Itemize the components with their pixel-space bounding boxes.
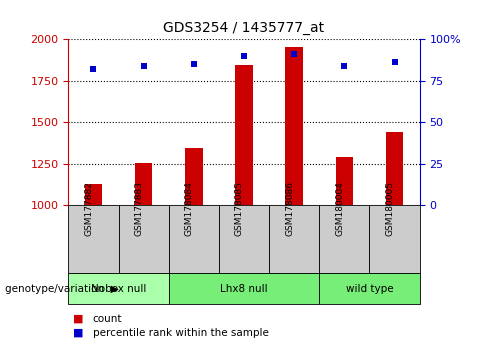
Text: ■: ■: [73, 314, 84, 324]
Bar: [169, 205, 219, 273]
Text: GSM177883: GSM177883: [135, 181, 143, 236]
Point: [240, 53, 248, 58]
Point: [290, 51, 298, 57]
Text: GSM180004: GSM180004: [335, 181, 345, 236]
Point: [190, 61, 198, 67]
Point: [341, 63, 348, 68]
Bar: [386, 132, 404, 205]
Bar: [319, 205, 369, 273]
Text: GSM178084: GSM178084: [185, 181, 194, 236]
Bar: [135, 163, 152, 205]
Text: genotype/variation  ▶: genotype/variation ▶: [5, 284, 119, 293]
Bar: [285, 47, 303, 205]
Bar: [84, 184, 102, 205]
Bar: [269, 205, 319, 273]
Bar: [119, 205, 169, 273]
Title: GDS3254 / 1435777_at: GDS3254 / 1435777_at: [163, 21, 325, 35]
Bar: [235, 65, 253, 205]
Text: percentile rank within the sample: percentile rank within the sample: [93, 328, 268, 338]
Bar: [68, 273, 169, 304]
Text: GSM180005: GSM180005: [386, 181, 395, 236]
Text: GSM178086: GSM178086: [285, 181, 294, 236]
Bar: [169, 273, 319, 304]
Text: Lhx8 null: Lhx8 null: [220, 284, 268, 293]
Bar: [319, 273, 420, 304]
Bar: [185, 148, 203, 205]
Text: GSM178085: GSM178085: [235, 181, 244, 236]
Text: GSM177882: GSM177882: [84, 181, 93, 236]
Text: Nobox null: Nobox null: [91, 284, 146, 293]
Text: ■: ■: [73, 328, 84, 338]
Text: count: count: [93, 314, 122, 324]
Bar: [336, 157, 353, 205]
Bar: [369, 205, 420, 273]
Bar: [68, 205, 119, 273]
Point: [89, 66, 97, 72]
Point: [140, 63, 147, 68]
Bar: [219, 205, 269, 273]
Point: [391, 59, 399, 65]
Text: wild type: wild type: [346, 284, 393, 293]
